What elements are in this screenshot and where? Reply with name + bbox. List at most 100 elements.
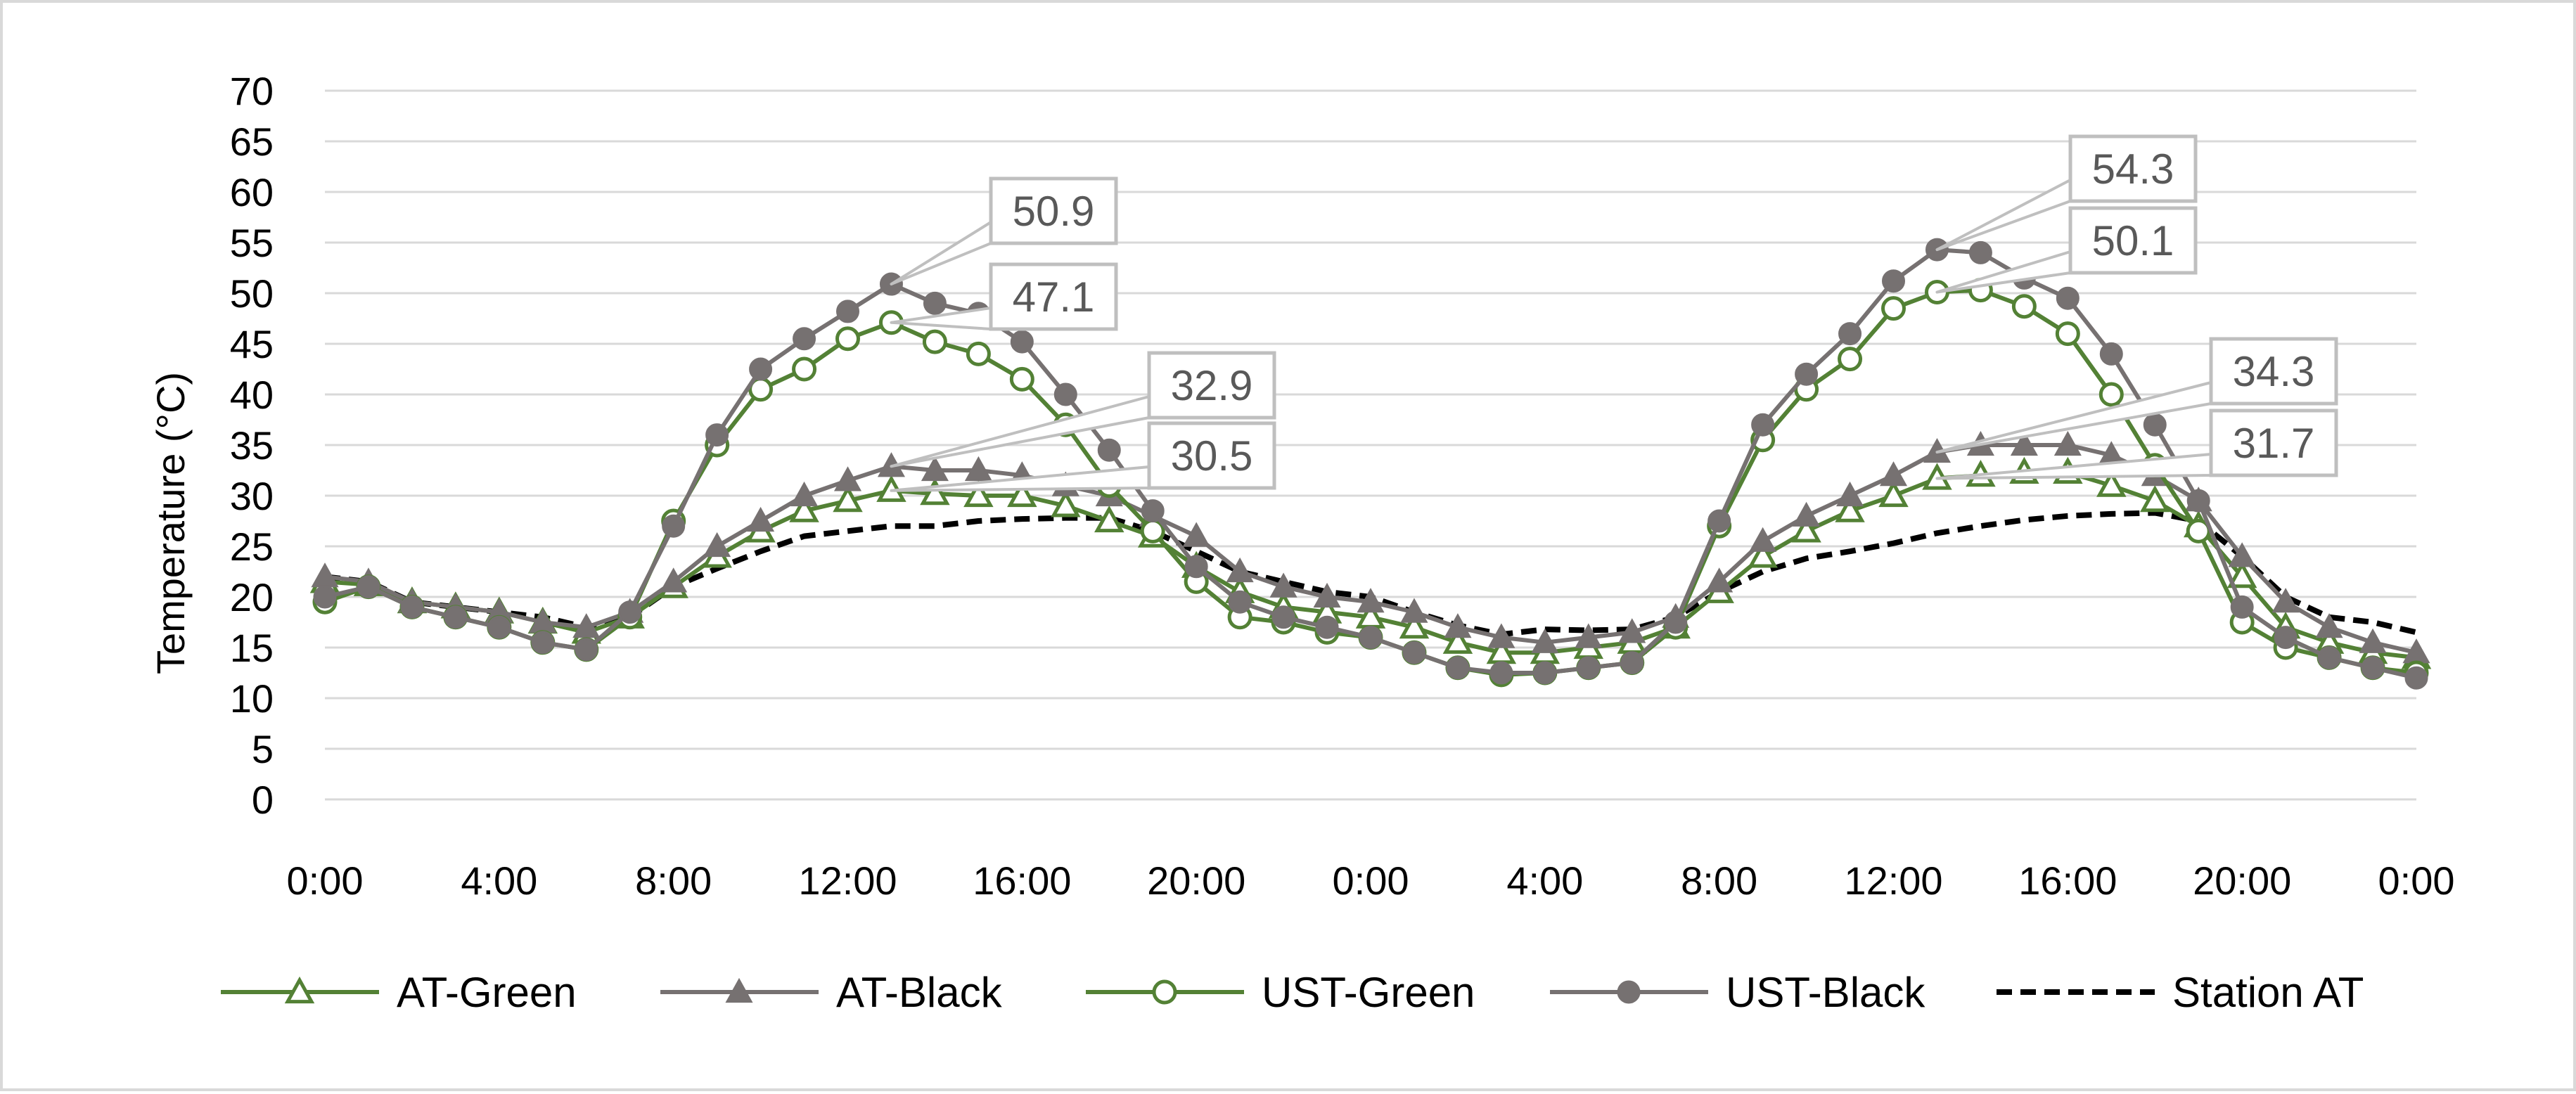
data-point	[1269, 572, 1297, 598]
data-point	[1838, 347, 1863, 372]
legend-label: AT-Black	[836, 969, 1003, 1016]
data-point	[1531, 628, 1559, 653]
callout-box	[2209, 408, 2338, 477]
legend-item-station-at: Station AT	[1997, 969, 2364, 1016]
data-point	[2271, 588, 2300, 613]
data-point	[1152, 979, 1177, 1005]
data-point	[1184, 555, 1208, 579]
data-point	[1226, 557, 1254, 583]
data-point	[1402, 641, 1426, 664]
callout-leader	[1935, 179, 2072, 252]
data-point	[921, 456, 949, 482]
data-point	[2098, 382, 2124, 407]
data-point	[2011, 294, 2037, 319]
data-point	[833, 485, 863, 513]
line-chart: 0:00 4:00 8:00 12:00 16:00 20:00 0:00 4:00 8:00 1…	[148, 69, 2455, 1016]
data-point	[1357, 588, 1385, 613]
data-point	[1010, 330, 1034, 354]
y-tick-label: 40	[230, 373, 274, 417]
legend-label: UST-Black	[1726, 969, 1925, 1016]
data-point	[1791, 515, 1821, 543]
data-point	[2317, 645, 2341, 669]
legend-item-ust-green: UST-Green	[1086, 969, 1475, 1016]
data-point	[964, 456, 992, 482]
data-point	[2226, 561, 2257, 588]
data-point	[1182, 522, 1210, 547]
callout-box	[2209, 337, 2338, 406]
data-point	[1094, 505, 1124, 533]
legend-item-at-green: AT-Green	[221, 969, 577, 1016]
callout-54.3: 54.3	[1935, 134, 2198, 252]
data-point	[1444, 613, 1472, 638]
data-point	[2186, 489, 2210, 513]
callout-leader	[1935, 381, 2212, 454]
data-point	[1009, 366, 1034, 392]
data-point	[1749, 527, 1777, 552]
data-point	[747, 506, 775, 532]
data-point	[793, 327, 816, 351]
data-point	[1575, 623, 1603, 648]
data-point	[660, 567, 688, 593]
callout-50.1: 50.1	[1935, 206, 2198, 294]
data-point	[1882, 269, 1905, 293]
x-tick-label: 8:00	[1681, 858, 1757, 903]
data-point	[835, 326, 860, 352]
data-point	[2228, 542, 2256, 567]
x-tick-label: 20:00	[2193, 858, 2291, 903]
data-point	[1881, 296, 1906, 321]
data-point	[789, 495, 819, 522]
data-point	[836, 300, 859, 323]
data-point	[1141, 499, 1165, 523]
data-point	[1878, 480, 1909, 508]
data-point	[572, 613, 601, 638]
x-tick-label: 8:00	[635, 858, 712, 903]
callout-box	[2068, 134, 2198, 203]
x-tick-label: 12:00	[798, 858, 897, 903]
callout-box	[1147, 421, 1276, 490]
data-point	[662, 514, 686, 538]
data-point	[618, 600, 642, 624]
data-point	[1879, 461, 1908, 487]
data-point	[2140, 485, 2170, 513]
data-point	[703, 532, 731, 558]
callout-box	[989, 176, 1118, 245]
data-point	[357, 575, 380, 599]
y-tick-label: 55	[230, 221, 274, 265]
callout-30.5: 30.5	[890, 421, 1276, 492]
data-point	[2404, 666, 2428, 690]
data-point	[1707, 509, 1731, 533]
legend-item-at-black: AT-Black	[660, 969, 1003, 1016]
data-point	[487, 615, 511, 639]
callout-34.3: 34.3	[1935, 337, 2338, 454]
data-point	[1313, 582, 1341, 608]
legend-label: UST-Green	[1262, 969, 1475, 1016]
legend-label: AT-Green	[397, 969, 577, 1016]
y-tick-label: 70	[230, 69, 274, 113]
callout-layer: 50.9 47.1 32.9 30.5 54.3 50.1 34.3 31.7	[890, 134, 2338, 492]
data-point	[2361, 656, 2385, 680]
y-tick-label: 10	[230, 676, 274, 721]
data-point	[1442, 626, 1473, 654]
data-point	[1487, 623, 1516, 648]
data-point	[1140, 518, 1165, 543]
series-ust-black	[313, 238, 2428, 690]
callout-box	[989, 262, 1118, 331]
data-point	[1271, 605, 1295, 629]
data-point	[1617, 980, 1641, 1004]
data-point	[1051, 490, 1081, 517]
callout-50.9: 50.9	[890, 176, 1118, 286]
data-point	[1053, 382, 1077, 406]
data-point	[575, 638, 598, 662]
data-point	[2096, 470, 2127, 497]
callout-leader	[1935, 250, 2072, 294]
data-point	[2274, 626, 2298, 650]
callout-box	[1147, 351, 1276, 420]
y-tick-label: 45	[230, 322, 274, 366]
data-point	[1618, 618, 1646, 643]
callout-label: 30.5	[1171, 432, 1253, 480]
callout-label: 50.1	[2092, 217, 2174, 264]
callout-label: 47.1	[1013, 274, 1095, 321]
x-tick-label: 4:00	[1506, 858, 1583, 903]
y-tick-label: 30	[230, 474, 274, 518]
